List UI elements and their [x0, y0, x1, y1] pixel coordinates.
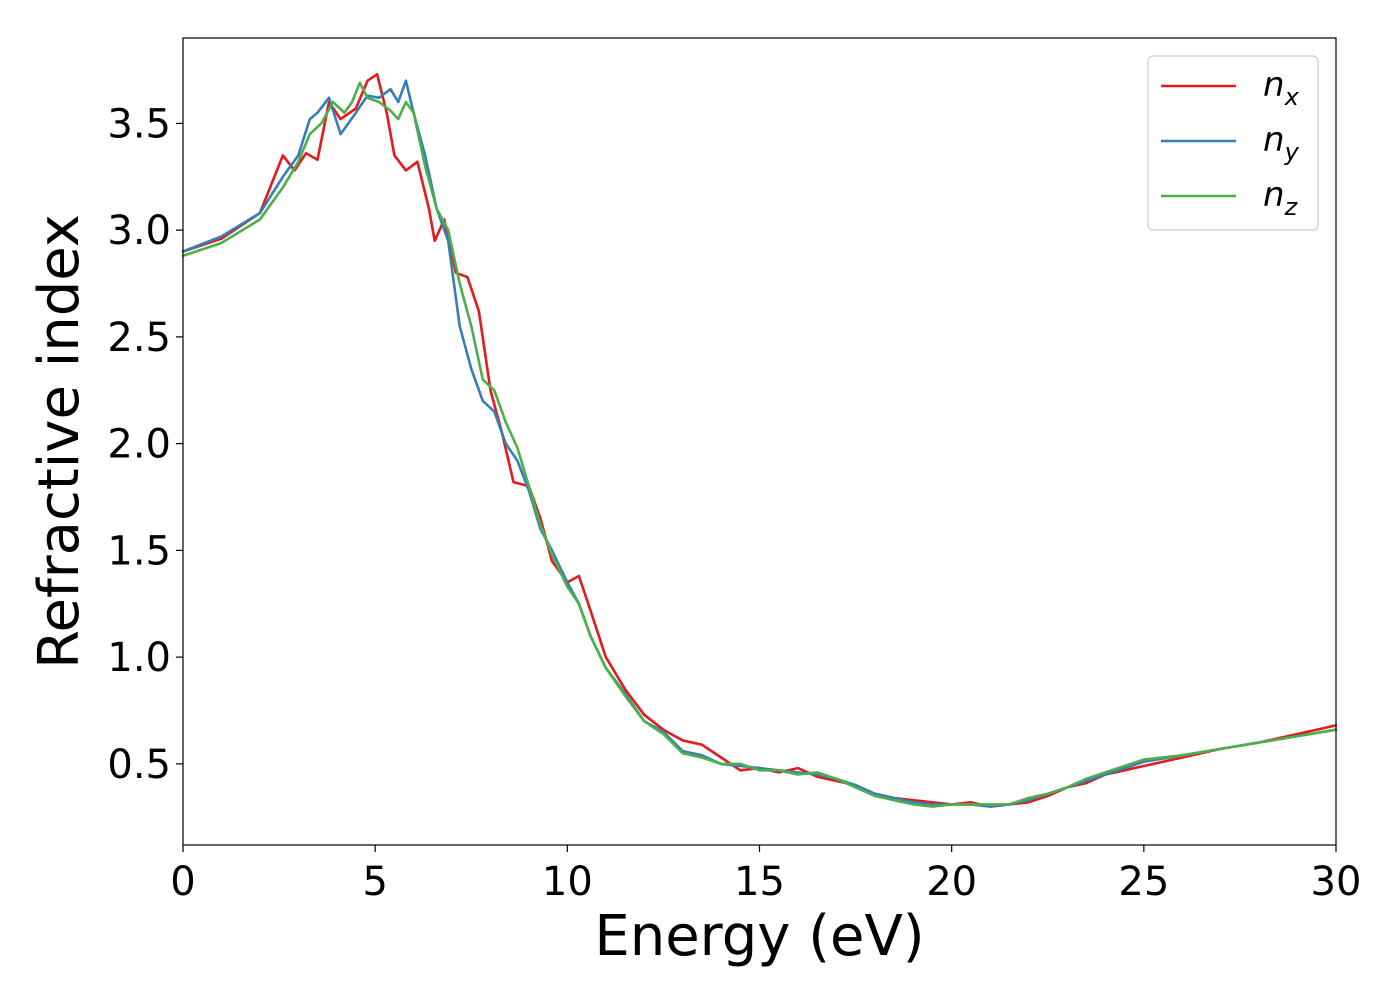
y-tick-label: 3.0 — [107, 208, 171, 254]
x-axis-title: Energy (eV) — [594, 904, 924, 969]
y-tick-label: 2.5 — [107, 315, 171, 361]
series-line-x — [181, 73, 1338, 808]
legend-label-x: nx — [1263, 65, 1300, 111]
y-axis-title: Refractive index — [27, 214, 92, 669]
legend-label-y: ny — [1263, 120, 1300, 166]
x-tick-label: 15 — [734, 859, 785, 905]
legend: nx ny nz — [1147, 55, 1319, 231]
x-tick-label: 25 — [1118, 859, 1169, 905]
y-tick-label: 1.5 — [107, 528, 171, 574]
series-line-z — [181, 81, 1338, 808]
x-tick-label: 5 — [362, 859, 387, 905]
y-axis-ticks: 0.5 1.0 1.5 2.0 2.5 3.0 3.5 — [107, 101, 183, 788]
legend-label-z: nz — [1263, 175, 1299, 221]
x-axis-ticks: 0 5 10 15 20 25 30 — [170, 845, 1361, 905]
y-tick-label: 0.5 — [107, 742, 171, 788]
x-tick-label: 0 — [170, 859, 195, 905]
y-tick-label: 1.0 — [107, 635, 171, 681]
x-tick-label: 30 — [1311, 859, 1362, 905]
y-tick-label: 3.5 — [107, 101, 171, 147]
y-tick-label: 2.0 — [107, 422, 171, 468]
x-tick-label: 20 — [926, 859, 977, 905]
series-layer — [181, 73, 1338, 808]
x-tick-label: 10 — [542, 859, 593, 905]
legend-box — [1147, 55, 1319, 231]
